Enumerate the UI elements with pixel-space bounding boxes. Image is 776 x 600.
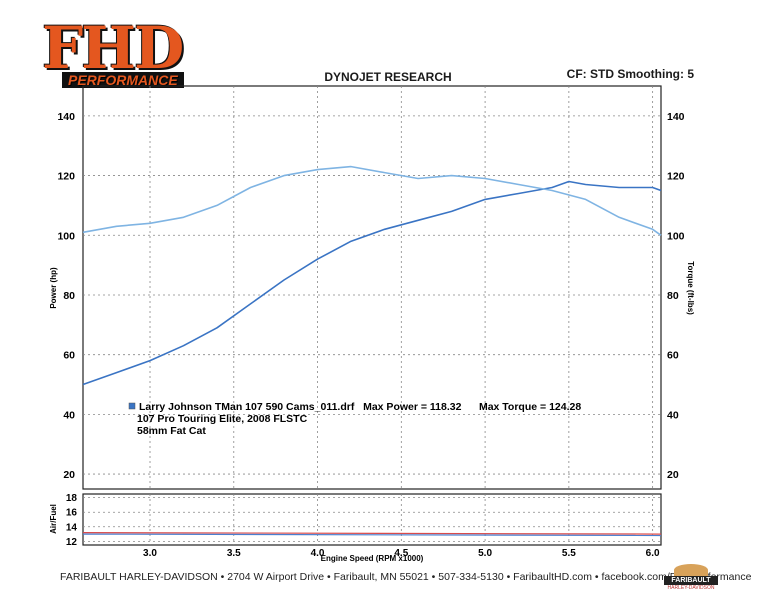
legend-swatch — [128, 402, 136, 410]
legend-line-2: 107 Pro Touring Elite, 2008 FLSTC — [137, 413, 308, 425]
footer-contact: FARIBAULT HARLEY-DAVIDSON • 2704 W Airpo… — [60, 571, 752, 583]
y-tick-label-right: 140 — [667, 111, 685, 123]
badge-sub-text: HARLEY-DAVIDSON — [667, 585, 715, 591]
series-line-torque — [82, 165, 662, 236]
x-tick-label: 4.5 — [394, 548, 408, 559]
x-tick-label: 6.0 — [646, 548, 660, 559]
afr-lines — [82, 531, 662, 537]
y-tick-label-left: 60 — [63, 350, 75, 362]
main-grid — [83, 86, 661, 489]
y-tick-label-left: 120 — [57, 171, 75, 183]
y-tick-label-left: 80 — [63, 290, 75, 302]
chart-title: DYNOJET RESEARCH — [324, 70, 452, 84]
afr-tick-label: 14 — [66, 522, 78, 533]
afr-tick-label: 16 — [66, 508, 78, 519]
y-tick-label-right: 80 — [667, 290, 679, 302]
tick-labels: 3.0 3.5 4.0 4.5 5.0 5.5 6.0 20 20 40 40 60 60 80 80 100… — [57, 111, 684, 559]
y-tick-label-right: 100 — [667, 230, 685, 242]
badge-text: FARIBAULT — [664, 576, 718, 585]
cf-smoothing-label: CF: STD Smoothing: 5 — [566, 67, 694, 81]
y-tick-label-right: 40 — [667, 409, 679, 421]
x-tick-label: 5.0 — [478, 548, 492, 559]
y-tick-label-left: 20 — [63, 469, 75, 481]
afr-axis-label: Air/Fuel — [49, 504, 58, 534]
legend-line-1: Larry Johnson TMan 107 590 Cams_011.drf … — [139, 401, 581, 413]
fhd-logo: FHD PERFORMANCE — [38, 14, 204, 92]
x-tick-label: 4.0 — [311, 548, 325, 559]
afr-tick-label: 18 — [66, 493, 78, 504]
x-tick-label: 3.0 — [143, 548, 157, 559]
x-axis-label: Engine Speed (RPM x1000) — [321, 554, 424, 563]
logo-sub-text: PERFORMANCE — [62, 72, 184, 88]
y-axis-right-label: Torque (ft-lbs) — [686, 261, 695, 315]
y-tick-label-right: 120 — [667, 171, 685, 183]
legend-line-3: 58mm Fat Cat — [137, 425, 206, 437]
y-tick-label-right: 20 — [667, 469, 679, 481]
y-tick-label-right: 60 — [667, 350, 679, 362]
main-lines — [82, 165, 662, 386]
afr-line-2 — [82, 533, 662, 537]
harley-davidson-badge: FARIBAULT HARLEY-DAVIDSON — [664, 564, 718, 592]
eagle-icon — [674, 564, 708, 576]
y-tick-label-left: 40 — [63, 409, 75, 421]
x-tick-label: 3.5 — [227, 548, 241, 559]
x-tick-label: 5.5 — [562, 548, 576, 559]
main-plot-frame — [82, 85, 662, 490]
y-axis-left-label: Power (hp) — [49, 267, 58, 309]
afr-line-1 — [82, 531, 662, 535]
afr-plot-frame — [82, 493, 662, 546]
afr-grid — [83, 494, 661, 545]
y-tick-label-left: 100 — [57, 230, 75, 242]
afr-tick-label: 12 — [66, 537, 78, 548]
series-line-power — [82, 180, 662, 386]
y-tick-label-left: 140 — [57, 111, 75, 123]
logo-main-text: FHD — [42, 14, 184, 82]
